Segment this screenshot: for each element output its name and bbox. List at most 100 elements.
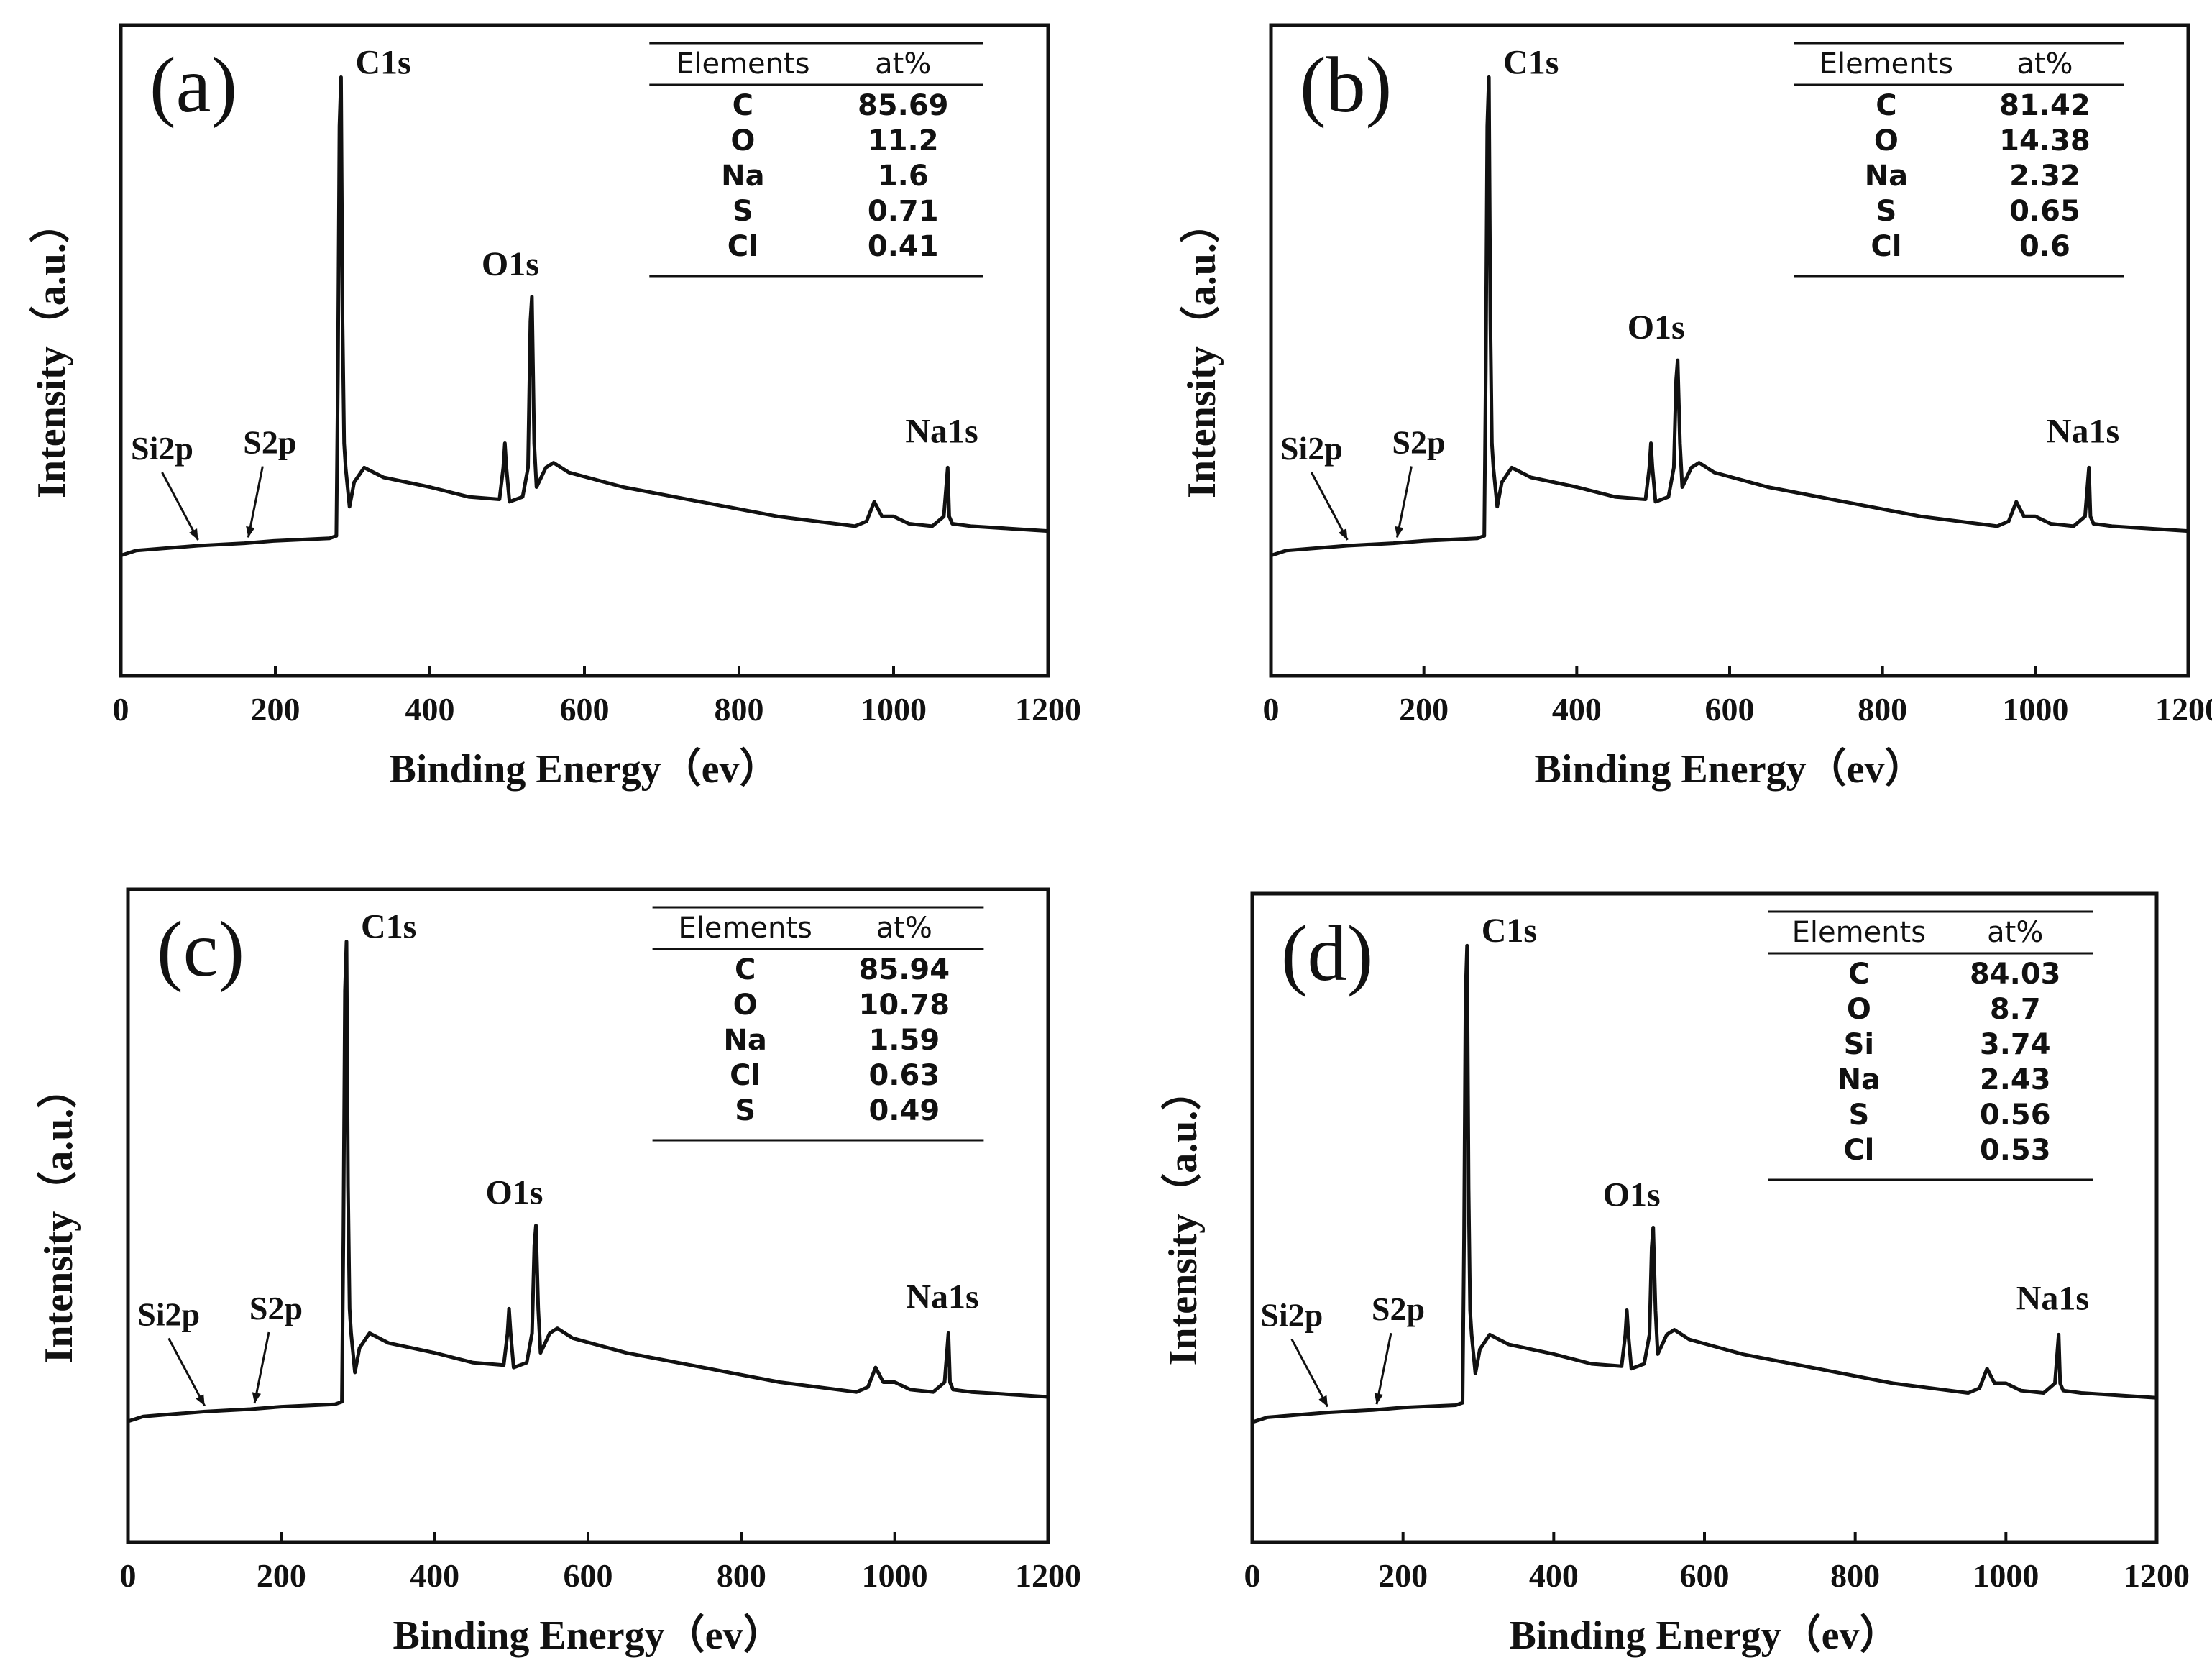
- y-axis-label: Intensity（a.u.）: [36, 1068, 81, 1364]
- table-cell-element: S: [1876, 195, 1897, 228]
- peak-label-o1s: O1s: [1603, 1176, 1661, 1214]
- x-tick-label: 0: [1244, 1557, 1261, 1594]
- table-header-elements: Elements: [678, 912, 812, 945]
- panel-label: (c): [157, 905, 244, 993]
- x-tick-label: 400: [1552, 691, 1602, 728]
- plot-frame: [119, 23, 1050, 678]
- x-tick-label: 200: [257, 1557, 306, 1594]
- peak-label-si2p: Si2p: [131, 430, 193, 467]
- composition-table: Elements at% C 85.69 O 11.2 Na 1.6 S 0.71 Cl 0.41: [649, 42, 983, 278]
- table-cell-value: 0.65: [2009, 195, 2080, 228]
- table-cell-element: Na: [1865, 160, 1908, 193]
- x-tick-label: 1200: [2155, 691, 2212, 728]
- table-cell-element: Na: [721, 160, 764, 193]
- table-cell-element: Cl: [728, 230, 758, 263]
- peak-label-o1s: O1s: [485, 1174, 543, 1212]
- panel-label: (b): [1300, 41, 1392, 129]
- plot-frame: [126, 887, 1050, 1544]
- peak-label-c1s: C1s: [1503, 43, 1559, 81]
- peak-label-na1s: Na1s: [2047, 412, 2119, 450]
- x-axis-label: Binding Energy（ev）: [393, 1613, 784, 1658]
- peak-label-o1s: O1s: [1628, 308, 1685, 347]
- x-tick-label: 800: [715, 691, 764, 728]
- x-tick-label: 0: [113, 691, 129, 728]
- table-cell-element: Cl: [1843, 1134, 1874, 1167]
- table-cell-element: S: [735, 1094, 756, 1127]
- table-cell-element: Na: [723, 1024, 766, 1057]
- x-tick-label: 1200: [1015, 1557, 1081, 1594]
- table-header-elements: Elements: [1819, 47, 1953, 81]
- peak-label-s2p: S2p: [243, 424, 296, 461]
- table-cell-value: 85.94: [859, 953, 950, 986]
- arrow-head: [1395, 526, 1404, 538]
- peak-label-na1s: Na1s: [2016, 1279, 2089, 1317]
- table-cell-value: 1.6: [878, 160, 929, 193]
- table-cell-value: 0.63: [868, 1059, 940, 1092]
- table-cell-element: O: [730, 124, 755, 157]
- spectrum-line: [127, 940, 1049, 1424]
- x-tick-label: 0: [1263, 691, 1280, 728]
- x-tick-label: 400: [405, 691, 455, 728]
- x-tick-label: 0: [120, 1557, 137, 1594]
- x-tick-label: 600: [560, 691, 610, 728]
- x-tick-label: 1000: [2002, 691, 2068, 728]
- arrow-head: [1318, 1395, 1328, 1407]
- table-header-at-percent: at%: [2016, 47, 2073, 81]
- peak-label-c1s: C1s: [1482, 912, 1537, 950]
- table-cell-value: 0.49: [868, 1094, 940, 1127]
- peak-label-s2p: S2p: [249, 1290, 303, 1326]
- x-tick-label: 1000: [861, 691, 927, 728]
- x-tick-label: 600: [564, 1557, 613, 1594]
- table-cell-element: C: [733, 89, 753, 122]
- x-tick-label: 400: [1529, 1557, 1579, 1594]
- table-cell-value: 0.53: [1980, 1134, 2051, 1167]
- table-cell-element: C: [1848, 958, 1869, 991]
- table-cell-element: S: [733, 195, 753, 228]
- table-cell-element: Na: [1837, 1063, 1881, 1096]
- table-cell-value: 10.78: [859, 989, 950, 1022]
- table-cell-value: 85.69: [858, 89, 949, 122]
- panel-d: 0 200 400 600 800 1000 1200 Binding Energy（ev） I…: [1160, 891, 2190, 1658]
- peak-label-si2p: Si2p: [1260, 1297, 1323, 1334]
- y-axis-label: Intensity（a.u.）: [1179, 203, 1224, 498]
- table-cell-value: 81.42: [1999, 89, 2091, 122]
- table-cell-element: Si: [1844, 1028, 1875, 1061]
- peak-label-si2p: Si2p: [1280, 430, 1343, 467]
- composition-table: Elements at% C 84.03 O 8.7 Si 3.74 Na 2.43 S 0.56 Cl…: [1768, 910, 2093, 1181]
- x-tick-label: 200: [251, 691, 300, 728]
- composition-table: Elements at% C 85.94 O 10.78 Na 1.59 Cl 0.63 S 0.49: [652, 906, 984, 1142]
- x-tick-label: 600: [1680, 1557, 1730, 1594]
- peak-arrow: [1290, 1338, 1329, 1408]
- table-cell-value: 2.32: [2009, 160, 2080, 193]
- peak-arrow: [167, 1337, 206, 1407]
- plot-frame: [1250, 891, 2159, 1544]
- x-tick-label: 1000: [1973, 1557, 2039, 1594]
- arrow-head: [189, 528, 198, 540]
- table-cell-element: S: [1848, 1099, 1869, 1132]
- table-header-at-percent: at%: [876, 912, 932, 945]
- peak-arrow: [161, 472, 199, 541]
- panel-c: 0 200 400 600 800 1000 1200 Binding Energy（ev） I…: [36, 887, 1081, 1658]
- table-header-at-percent: at%: [875, 47, 931, 81]
- arrow-head: [246, 526, 255, 538]
- spectrum-line: [1270, 75, 2189, 557]
- table-header-elements: Elements: [676, 47, 809, 81]
- y-axis-label: Intensity（a.u.）: [29, 203, 74, 498]
- arrow-head: [252, 1392, 262, 1403]
- x-axis-label: Binding Energy（ev）: [1510, 1613, 1900, 1658]
- peak-label-s2p: S2p: [1392, 424, 1445, 461]
- arrow-head: [1374, 1393, 1384, 1405]
- x-tick-label: 400: [410, 1557, 459, 1594]
- peak-label-na1s: Na1s: [905, 412, 978, 450]
- panel-b: 0 200 400 600 800 1000 1200 Binding Energy（ev） I…: [1179, 23, 2212, 792]
- composition-table: Elements at% C 81.42 O 14.38 Na 2.32 S 0.65 Cl 0.6: [1794, 42, 2124, 278]
- table-cell-element: C: [1876, 89, 1896, 122]
- peak-label-o1s: O1s: [482, 245, 539, 283]
- table-cell-element: O: [1847, 993, 1871, 1026]
- table-cell-value: 3.74: [1980, 1028, 2051, 1061]
- peak-arrow: [1375, 1332, 1392, 1405]
- peak-arrow: [1311, 472, 1349, 541]
- x-tick-label: 800: [1830, 1557, 1880, 1594]
- x-tick-label: 200: [1399, 691, 1449, 728]
